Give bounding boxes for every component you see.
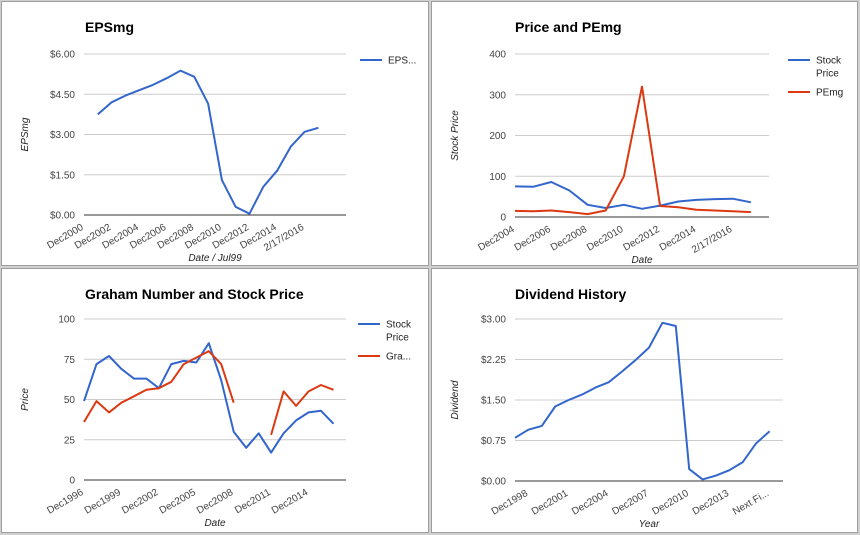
chart-panel-price-pemg: Price and PEmg 0 100 200 300 400 Dec2004 Dec200…: [431, 1, 858, 266]
chart3-xtick-label: Dec2013: [691, 488, 732, 518]
chart3-ylabel: Dividend: [450, 380, 461, 419]
chart2-xtick-label: Dec2005: [158, 487, 199, 517]
chart0-ylabel: EPSmg: [20, 117, 31, 151]
chart0-ytick-label: $4.50: [50, 90, 75, 101]
chart2-ytick-label: 100: [58, 315, 75, 326]
chart3-ytick-label: $2.25: [481, 355, 506, 366]
chart3-xtick-label: Dec2010: [651, 488, 692, 518]
chart2-ytick-label: 0: [69, 476, 75, 487]
chart0-ytick-label: $6.00: [50, 50, 75, 61]
chart-panel-epsmg: EPSmg $0.00 $1.50 $3.00 $4.50 $6.00 Dec2000 Dec…: [1, 1, 429, 266]
chart0-ytick-label: $1.50: [50, 170, 75, 181]
chart2-legend-label: Gra...: [386, 352, 411, 363]
chart2-xtick-label: Dec2002: [120, 487, 161, 517]
chart2-xtick-label: Dec2014: [270, 487, 311, 517]
chart-panel-dividend: Dividend History $0.00 $0.75 $1.50 $2.25 $3.0…: [431, 268, 858, 533]
chart1-legend-label: Stock Price: [816, 56, 842, 80]
chart-panel-graham: Graham Number and Stock Price 0 25 50 75 100 D…: [1, 268, 429, 533]
chart-svg-epsmg: EPSmg$0.00$1.50$3.00$4.50$6.00Dec2000Dec…: [20, 19, 416, 264]
chart3-ytick-label: $3.00: [481, 315, 506, 326]
chart1-xtick-label: Dec2012: [621, 224, 662, 254]
chart1-xlabel: Date: [631, 255, 653, 266]
chart1-ytick-label: 300: [489, 90, 506, 101]
chart1-xtick-label: Dec2010: [585, 224, 626, 254]
chart3-xtick-label: Dec2001: [530, 488, 571, 518]
chart-svg-price-pemg: Price and PEmg0100200300400Dec2004Dec200…: [450, 19, 843, 266]
chart1-series-stock-price: [514, 181, 752, 210]
chart-svg-dividend: Dividend History $0.00 $0.75 $1.50 $2.25 $3.0…: [450, 286, 783, 530]
chart2-ylabel: Price: [20, 388, 31, 411]
chart1-legend-label: PEmg: [816, 88, 843, 99]
chart3-series-series: [514, 321, 771, 481]
chart2-ytick-label: 75: [64, 355, 76, 366]
chart1-ylabel: Stock Price: [450, 110, 461, 161]
chart2-xtick-label: Dec2008: [195, 487, 236, 517]
chart0-ytick-label: $0.00: [50, 211, 75, 222]
chart0-title: EPSmg: [85, 19, 134, 35]
chart1-ytick-label: 100: [489, 172, 506, 183]
chart1-xtick-label: 2/17/2016: [690, 224, 734, 256]
chart3-xtick-label: Dec1998: [490, 488, 531, 518]
chart2-series-gra: [83, 350, 235, 423]
chart2-legend-label: Stock Price: [386, 320, 412, 344]
chart2-series-stock-price: [83, 342, 335, 454]
chart2-xtick-label: Dec1999: [83, 487, 124, 517]
chart1-ytick-label: 200: [489, 131, 506, 142]
chart2-xtick-label: Dec1996: [45, 487, 86, 517]
chart3-ytick-label: $1.50: [481, 396, 506, 407]
chart-svg-graham: Graham Number and Stock Price 0 25 50 75 100 D…: [20, 286, 412, 529]
chart1-ytick-label: 400: [489, 50, 506, 61]
chart1-xtick-label: Dec2008: [549, 224, 590, 254]
chart1-series-pemg: [514, 85, 751, 216]
chart0-series-eps: [97, 69, 319, 215]
chart2-xtick-label: Dec2011: [233, 487, 273, 516]
chart2-title: Graham Number and Stock Price: [85, 286, 304, 302]
chart2-xlabel: Date: [204, 518, 226, 529]
chart1-xtick-label: Dec2004: [476, 224, 517, 254]
chart1-ytick-label: 0: [500, 213, 506, 224]
chart3-title: Dividend History: [515, 286, 626, 302]
chart3-xlabel: Year: [639, 519, 660, 530]
chart1-title: Price and PEmg: [515, 19, 622, 35]
chart2-series-gra: [270, 384, 334, 436]
chart3-xtick-label: Next Fi...: [731, 488, 771, 518]
chart2-ytick-label: 25: [64, 435, 76, 446]
chart0-xlabel: Date / Jul99: [188, 253, 242, 264]
chart3-ytick-label: $0.75: [481, 436, 506, 447]
chart1-xtick-label: Dec2006: [513, 224, 554, 254]
chart3-ytick-label: $0.00: [481, 477, 506, 488]
chart0-legend-label: EPS...: [388, 56, 416, 67]
chart3-xtick-label: Dec2007: [610, 488, 651, 518]
chart3-xtick-label: Dec2004: [570, 488, 611, 518]
chart0-ytick-label: $3.00: [50, 130, 75, 141]
chart2-ytick-label: 50: [64, 395, 76, 406]
